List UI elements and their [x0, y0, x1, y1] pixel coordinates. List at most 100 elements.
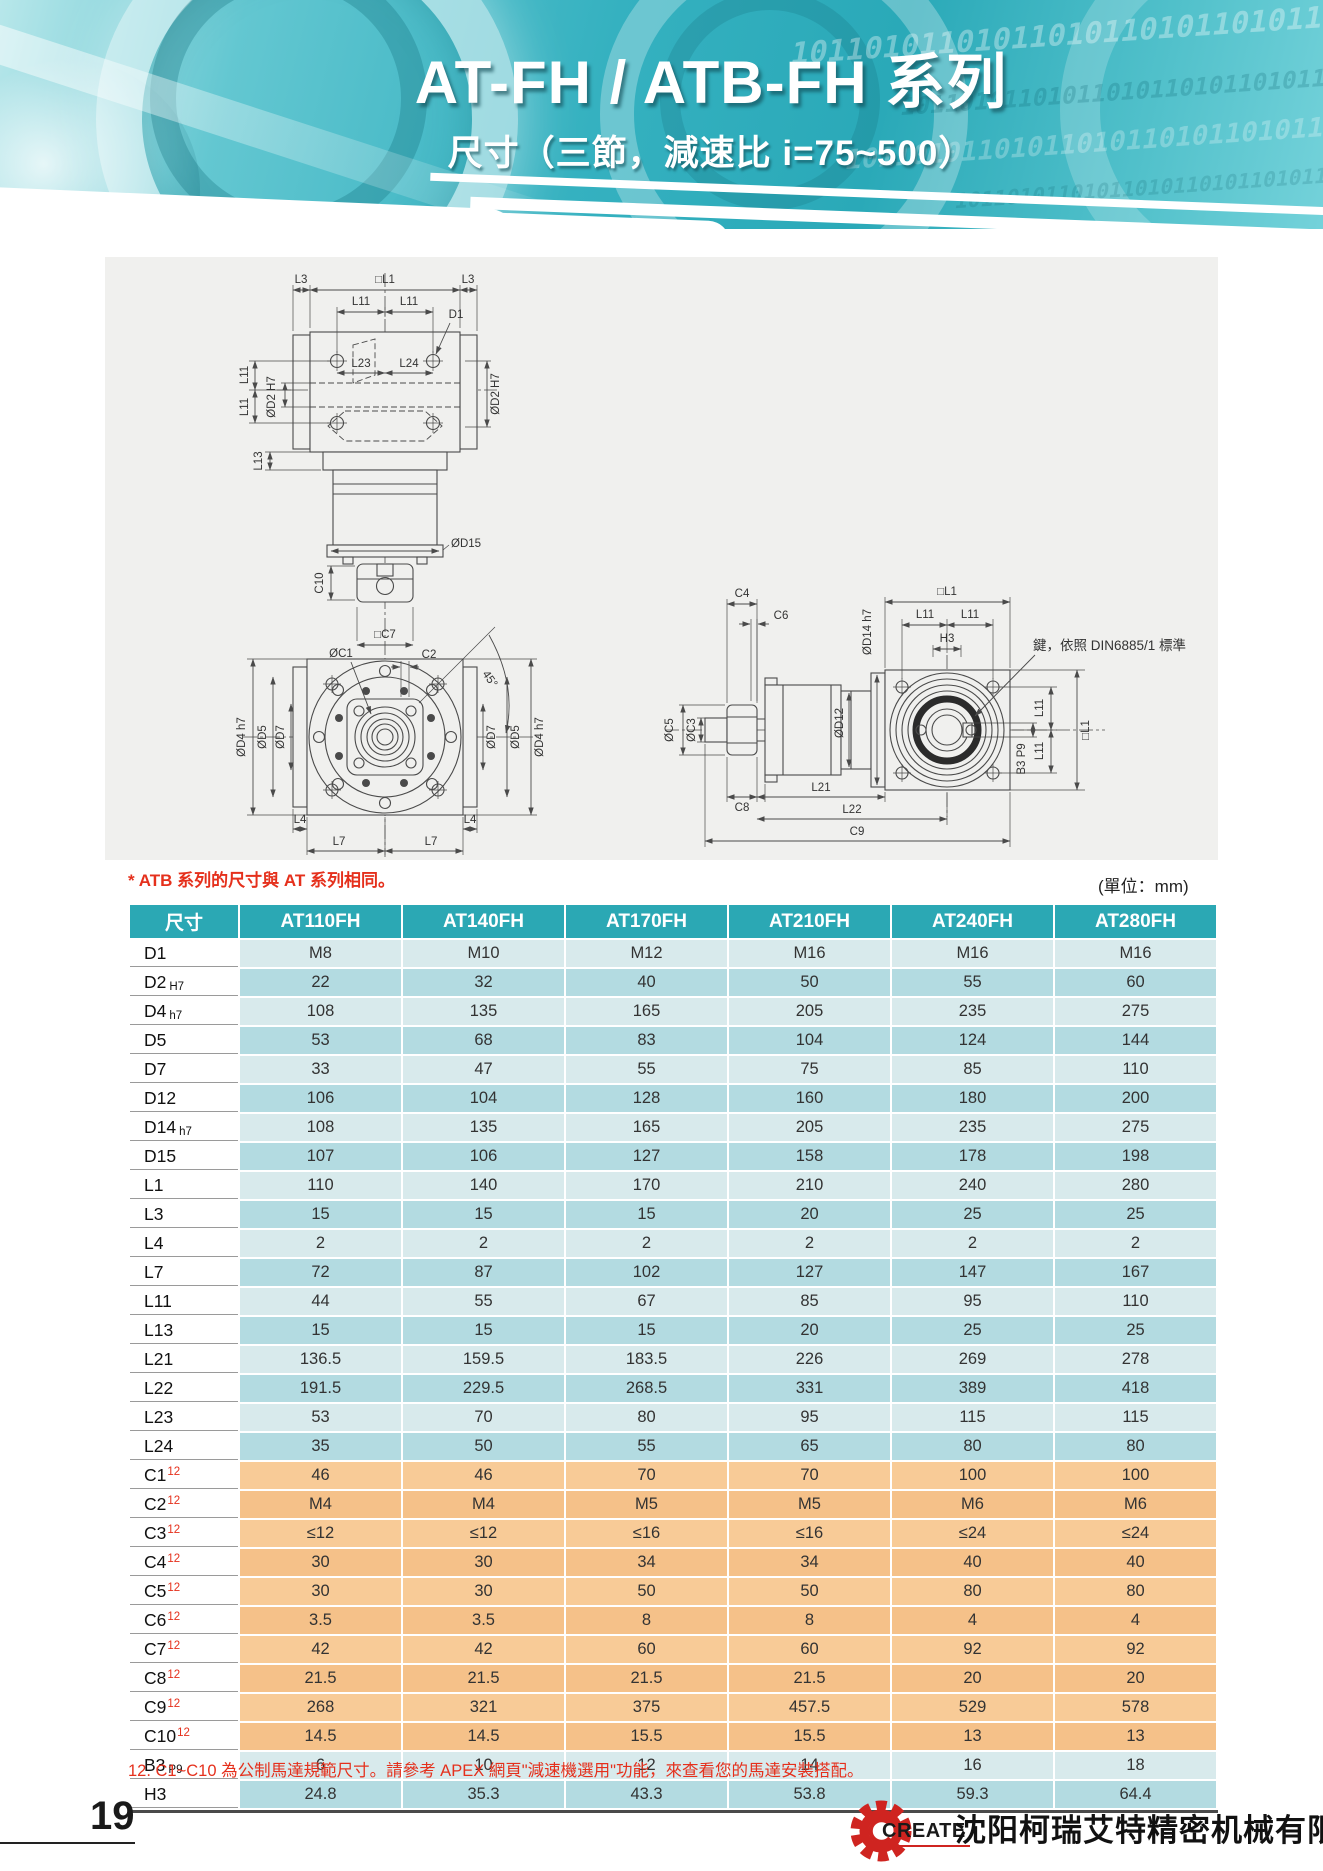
table-header-row: 尺寸 AT110FH AT140FH AT170FH AT210FH AT240… [130, 905, 1216, 938]
cell-value: 104 [729, 1027, 890, 1054]
cell-value: 135 [403, 1114, 564, 1141]
cell-value: 8 [566, 1607, 727, 1634]
atb-series-note: * ATB 系列的尺寸與 AT 系列相同。 [128, 871, 395, 890]
table-row: C412 30 30 34 34 40 40 [130, 1549, 1216, 1576]
dim-label-d14h7: ØD14 h7 [862, 609, 874, 655]
cell-value: 321 [403, 1694, 564, 1721]
cell-value: 50 [729, 969, 890, 996]
table-row: D4 h7 108 135 165 205 235 275 [130, 998, 1216, 1025]
row-label: H3 [130, 1781, 238, 1808]
cell-value: 30 [403, 1549, 564, 1576]
table-row: D1 M8 M10 M12 M16 M16 M16 [130, 940, 1216, 967]
row-label: C212 [130, 1491, 238, 1518]
cell-value: M8 [240, 940, 401, 967]
table-row: H3 24.8 35.3 43.3 53.8 59.3 64.4 [130, 1781, 1216, 1808]
table-row: C112 46 46 70 70 100 100 [130, 1462, 1216, 1489]
cell-value: 80 [1055, 1433, 1216, 1460]
cell-value: 159.5 [403, 1346, 564, 1373]
cell-value: 35 [240, 1433, 401, 1460]
cell-value: 167 [1055, 1259, 1216, 1286]
table-row: L22 191.5 229.5 268.5 331 389 418 [130, 1375, 1216, 1402]
cell-value: 92 [892, 1636, 1053, 1663]
dim-label-l11-side: L11 [916, 609, 934, 621]
cell-value: 25 [892, 1201, 1053, 1228]
flange-view: 45° ØD4 h7 ØD5 ØD7 ØD7 ØD5 ØD4 h7 L4 L4 … [236, 607, 546, 855]
dim-label-l7-left: L7 [333, 836, 346, 848]
cell-value: 60 [566, 1636, 727, 1663]
cell-value: 50 [566, 1578, 727, 1605]
cell-value: 80 [892, 1433, 1053, 1460]
cell-value: 40 [892, 1549, 1053, 1576]
cell-value: 25 [892, 1317, 1053, 1344]
cell-value: 80 [892, 1578, 1053, 1605]
cell-value: 65 [729, 1433, 890, 1460]
dim-label-l23: L23 [351, 358, 370, 370]
cell-value: 165 [566, 998, 727, 1025]
cell-value: 3.5 [240, 1607, 401, 1634]
dim-label-d7-left: ØD7 [275, 725, 287, 749]
cell-value: 80 [566, 1404, 727, 1431]
cell-value: 15 [403, 1317, 564, 1344]
cell-value: 20 [1055, 1665, 1216, 1692]
cell-value: 280 [1055, 1172, 1216, 1199]
cell-value: 80 [1055, 1578, 1216, 1605]
machinery-decor [1060, 0, 1323, 229]
cell-value: 127 [729, 1259, 890, 1286]
cell-value: 2 [729, 1230, 890, 1257]
technical-drawing: L3 □L1 L3 L11 L11 D1 L23 L24 ØD2 H7 L11 … [236, 273, 1186, 857]
row-label: L23 [130, 1404, 238, 1431]
dim-label-l3-left: L3 [295, 274, 308, 286]
table-row: L7 72 87 102 127 147 167 [130, 1259, 1216, 1286]
cell-value: 18 [1055, 1752, 1216, 1779]
row-label: C412 [130, 1549, 238, 1576]
spec-table-wrap: 尺寸 AT110FH AT140FH AT170FH AT210FH AT240… [128, 903, 1218, 1813]
technical-drawing-panel: L3 □L1 L3 L11 L11 D1 L23 L24 ØD2 H7 L11 … [105, 257, 1218, 860]
cell-value: 55 [566, 1056, 727, 1083]
cell-value: 60 [729, 1636, 890, 1663]
side-view: □L1 L11 L11 H3 C4 C6 ØD14 h7 ØD12 ØC5 ØC… [664, 586, 1186, 847]
table-row: C212 M4 M4 M5 M5 M6 M6 [130, 1491, 1216, 1518]
cell-value: 2 [892, 1230, 1053, 1257]
header-banner: 101101011010110101101011010110 101101011… [0, 0, 1323, 229]
cell-value: 2 [1055, 1230, 1216, 1257]
cell-value: 21.5 [403, 1665, 564, 1692]
company-name: 沈阳柯瑞艾特精密机械有限公司 [955, 1813, 1323, 1848]
cell-value: 210 [729, 1172, 890, 1199]
dim-label-l4-right: L4 [464, 814, 477, 826]
dim-label-l21: L21 [811, 782, 830, 794]
cell-value: 124 [892, 1027, 1053, 1054]
dim-label-l4-left: L4 [294, 814, 307, 826]
cell-value: M16 [1055, 940, 1216, 967]
cell-value: 83 [566, 1027, 727, 1054]
metric-motor-footnote: 12. C1~C10 為公制馬達規範尺寸。請參考 APEX 網頁"減速機選用"功… [128, 1762, 864, 1780]
dim-label-45deg: 45° [480, 669, 500, 690]
cell-value: 205 [729, 1114, 890, 1141]
cell-value: 55 [892, 969, 1053, 996]
cell-value: M5 [566, 1491, 727, 1518]
table-row: L23 53 70 80 95 115 115 [130, 1404, 1216, 1431]
table-row: L21 136.5 159.5 183.5 226 269 278 [130, 1346, 1216, 1373]
cell-value: 15 [403, 1201, 564, 1228]
cell-value: 53.8 [729, 1781, 890, 1808]
cell-value: ≤12 [403, 1520, 564, 1547]
cell-value: 331 [729, 1375, 890, 1402]
cell-value: 8 [729, 1607, 890, 1634]
row-label: D12 [130, 1085, 238, 1112]
cell-value: 226 [729, 1346, 890, 1373]
bolt-holes [327, 351, 443, 433]
dim-label-l11-vert: L11 [239, 398, 251, 416]
cell-value: M12 [566, 940, 727, 967]
cell-value: 64.4 [1055, 1781, 1216, 1808]
cell-value: 30 [240, 1549, 401, 1576]
cell-value: 13 [892, 1723, 1053, 1750]
cell-value: 4 [892, 1607, 1053, 1634]
dim-label-c4: C4 [735, 588, 750, 600]
cell-value: 20 [729, 1317, 890, 1344]
cell-value: 110 [240, 1172, 401, 1199]
table-row: B3 P9 6 10 12 14 16 18 [130, 1752, 1216, 1779]
cell-value: 34 [566, 1549, 727, 1576]
cell-value: 115 [892, 1404, 1053, 1431]
cell-value: M6 [1055, 1491, 1216, 1518]
cell-value: 46 [403, 1462, 564, 1489]
cell-value: 100 [892, 1462, 1053, 1489]
